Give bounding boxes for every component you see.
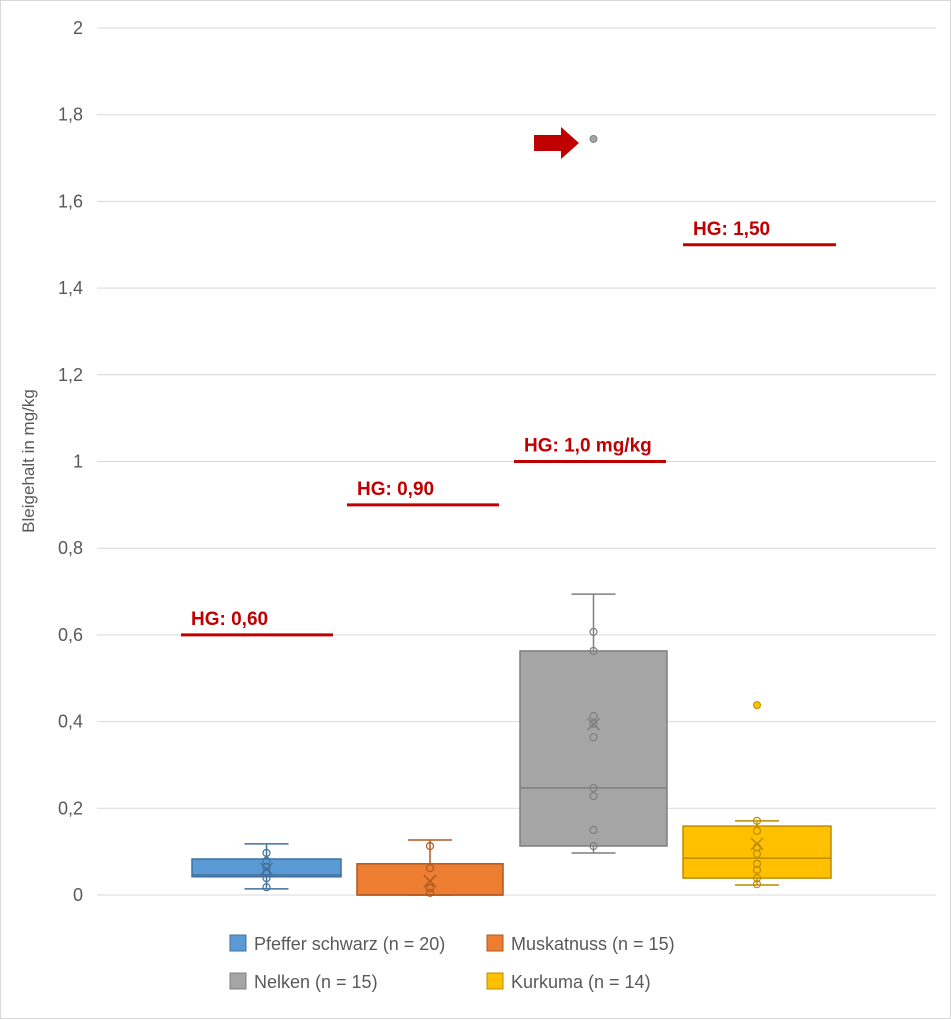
- limit-label: HG: 1,0 mg/kg: [524, 436, 652, 457]
- mean-marker: [259, 862, 274, 876]
- y-tick-label: 1,6: [58, 191, 83, 211]
- data-point: [752, 880, 762, 889]
- legend-swatch: [229, 972, 247, 990]
- data-point: [589, 627, 598, 636]
- data-point: [589, 792, 598, 801]
- data-point: [589, 825, 598, 835]
- legend-swatch: [486, 972, 504, 990]
- box: [191, 858, 342, 878]
- arrow-icon: [534, 126, 579, 159]
- outlier-point: [589, 134, 598, 143]
- limit-label: HG: 0,90: [357, 479, 434, 500]
- data-point: [752, 873, 762, 883]
- data-point: [589, 841, 598, 851]
- data-point: [262, 848, 271, 858]
- y-tick-label: 2: [73, 18, 83, 38]
- data-point: [262, 862, 271, 871]
- data-point: [752, 859, 762, 868]
- data-point: [262, 873, 271, 883]
- data-point: [589, 733, 598, 742]
- y-tick-label: 0,2: [58, 798, 83, 818]
- legend-label: Nelken (n = 15): [254, 972, 378, 992]
- data-point: [589, 646, 598, 656]
- data-point: [752, 849, 762, 858]
- data-point: [425, 883, 435, 893]
- box: [519, 650, 668, 847]
- data-point: [752, 826, 762, 835]
- y-tick-label: 0,4: [58, 712, 83, 732]
- mean-marker: [423, 874, 437, 888]
- data-point: [752, 816, 762, 825]
- data-point: [425, 841, 435, 851]
- y-tick-label: 1: [73, 452, 83, 472]
- legend-label: Muskatnuss (n = 15): [511, 934, 675, 954]
- data-point: [589, 711, 598, 721]
- legend-swatch: [229, 934, 247, 952]
- data-point: [425, 888, 435, 897]
- data-point: [262, 883, 271, 892]
- y-tick-label: 1,2: [58, 365, 83, 385]
- limit-label: HG: 1,50: [693, 219, 770, 240]
- legend-label: Pfeffer schwarz (n = 20): [254, 934, 445, 954]
- data-point: [589, 719, 598, 728]
- mean-marker: [586, 717, 601, 731]
- mean-marker: [750, 837, 764, 851]
- outlier-point: [753, 701, 761, 710]
- limit-label: HG: 0,60: [191, 609, 268, 630]
- y-tick-label: 0: [73, 885, 83, 905]
- box: [356, 863, 504, 896]
- data-point: [425, 864, 435, 873]
- data-point: [752, 865, 762, 874]
- y-axis-label: Bleigehalt in mg/kg: [19, 389, 38, 533]
- data-point: [589, 783, 598, 793]
- y-tick-label: 1,4: [58, 278, 83, 298]
- y-tick-label: 1,8: [58, 105, 83, 125]
- data-point: [262, 856, 271, 865]
- y-tick-label: 0,8: [58, 538, 83, 558]
- y-tick-label: 0,6: [58, 625, 83, 645]
- legend-swatch: [486, 934, 504, 952]
- legend-label: Kurkuma (n = 14): [511, 972, 651, 992]
